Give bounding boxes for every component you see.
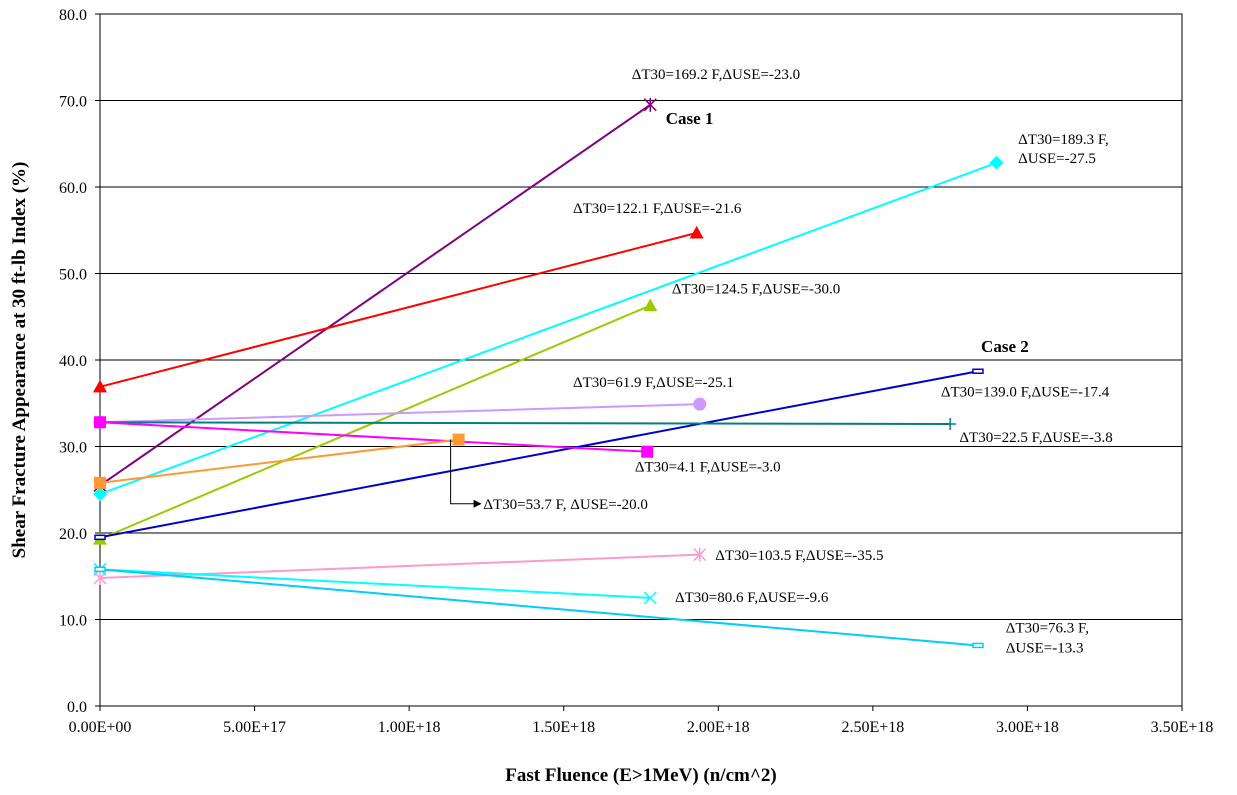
y-tick-label: 50.0 (59, 267, 87, 284)
data-annotation: ΔT30=4.1 F,ΔUSE=-3.0 (635, 460, 781, 476)
x-marker-b (643, 591, 657, 605)
data-point (452, 433, 465, 446)
data-point (689, 225, 704, 239)
x-tick-label: 3.50E+18 (1151, 719, 1214, 736)
data-annotation: ΔT30=139.0 F,ΔUSE=-17.4 (941, 384, 1110, 400)
data-series (93, 97, 657, 493)
y-tick-label: 30.0 (59, 440, 87, 457)
data-point (643, 97, 657, 112)
series-line (99, 104, 651, 487)
open-rect-marker (94, 534, 106, 541)
data-annotation: ΔT30=124.5 F,ΔUSE=-30.0 (672, 281, 840, 297)
y-tick-label: 0.0 (67, 699, 87, 716)
data-point (693, 547, 707, 562)
leader-arrowhead (473, 499, 482, 508)
data-point (94, 534, 106, 541)
series-line (99, 403, 700, 424)
data-annotation: ΔT30=76.3 F, (1006, 620, 1089, 636)
square-marker (641, 445, 654, 458)
data-series (93, 155, 1004, 502)
data-series (93, 225, 704, 393)
series-line (99, 421, 648, 453)
data-annotation: ΔT30=122.1 F,ΔUSE=-21.6 (573, 201, 742, 217)
open-rect-marker (972, 368, 984, 374)
y-axis-title: Shear Fracture Appearance at 30 ft-lb In… (9, 162, 30, 559)
data-point (93, 487, 107, 502)
x-tick-label: 2.00E+18 (687, 719, 750, 736)
x-axis-title: Fast Fluence (E>1MeV) (n/cm^2) (505, 765, 776, 786)
x-tick-label: 0.00E+00 (69, 719, 132, 736)
data-series (93, 562, 657, 605)
annotation-layer: ΔT30=169.2 F,ΔUSE=-23.0 Case 1 ΔT30=189.3 … (450, 67, 1113, 656)
series-line (99, 438, 459, 484)
triangle-marker (689, 225, 704, 239)
grid-layer (100, 100, 1182, 620)
x-tick-label: 5.00E+17 (223, 719, 286, 736)
data-series (94, 416, 654, 458)
x-tick-label: 3.00E+18 (996, 719, 1059, 736)
y-tick-label: 80.0 (59, 7, 87, 24)
x-tick-label: 1.00E+18 (378, 719, 441, 736)
data-annotation: ΔT30=80.6 F,ΔUSE=-9.6 (675, 590, 829, 606)
x-tick-label: 1.50E+18 (532, 719, 595, 736)
data-annotation: ΔT30=169.2 F,ΔUSE=-23.0 (632, 67, 800, 83)
diamond-marker (93, 487, 107, 502)
data-series (94, 368, 984, 541)
data-annotation: ΔT30=22.5 F,ΔUSE=-3.8 (959, 430, 1112, 446)
data-series (94, 566, 984, 649)
data-point (989, 155, 1004, 170)
data-point (643, 591, 657, 605)
y-tick-label: 70.0 (59, 94, 87, 111)
series-line (99, 370, 979, 539)
leader-line (450, 439, 476, 505)
data-point (641, 445, 654, 458)
y-tick-label: 20.0 (59, 526, 87, 543)
case-label: Case 2 (981, 337, 1029, 356)
data-annotation: ΔT30=189.3 F, (1018, 132, 1109, 148)
series-line (99, 231, 697, 388)
y-tick-label: 40.0 (59, 353, 87, 370)
case-label: Case 1 (666, 109, 714, 128)
data-annotation: ΔT30=61.9 F,ΔUSE=-25.1 (573, 375, 734, 391)
data-point (643, 298, 658, 312)
triangle-marker (643, 298, 658, 312)
open-rect-marker (972, 642, 984, 649)
data-annotation: ΔUSE=-27.5 (1018, 151, 1096, 167)
series-line (99, 568, 979, 647)
data-point (972, 642, 984, 649)
series-line (99, 421, 951, 426)
square-marker (94, 416, 106, 429)
y-tick-label: 60.0 (59, 180, 87, 197)
x-tick-label: 2.50E+18 (841, 719, 904, 736)
open-rect-marker (94, 566, 106, 573)
circle-marker (693, 397, 707, 411)
axes-layer: 0.0 10.0 20.0 30.0 40.0 50.0 60.0 70.0 80.0 0.00E… (59, 7, 1213, 736)
square-marker (94, 476, 106, 489)
series-line (99, 568, 651, 599)
data-annotation: ΔT30=103.5 F,ΔUSE=-35.5 (715, 548, 883, 564)
data-annotation: ΔUSE=-13.3 (1006, 640, 1084, 656)
series-layer (93, 97, 1004, 649)
data-series (94, 433, 465, 489)
triangle-marker (93, 379, 107, 393)
data-point (94, 476, 106, 489)
data-point (94, 566, 106, 573)
square-marker (452, 433, 465, 446)
data-series (93, 547, 707, 585)
diamond-marker (989, 155, 1004, 170)
data-annotation: ΔT30=53.7 F, ΔUSE=-20.0 (483, 497, 648, 513)
data-point (93, 379, 107, 393)
data-point (944, 418, 957, 431)
y-tick-label: 10.0 (59, 613, 87, 630)
data-point (972, 368, 984, 374)
series-line (99, 161, 997, 496)
data-point (693, 397, 707, 411)
data-point (94, 416, 106, 429)
